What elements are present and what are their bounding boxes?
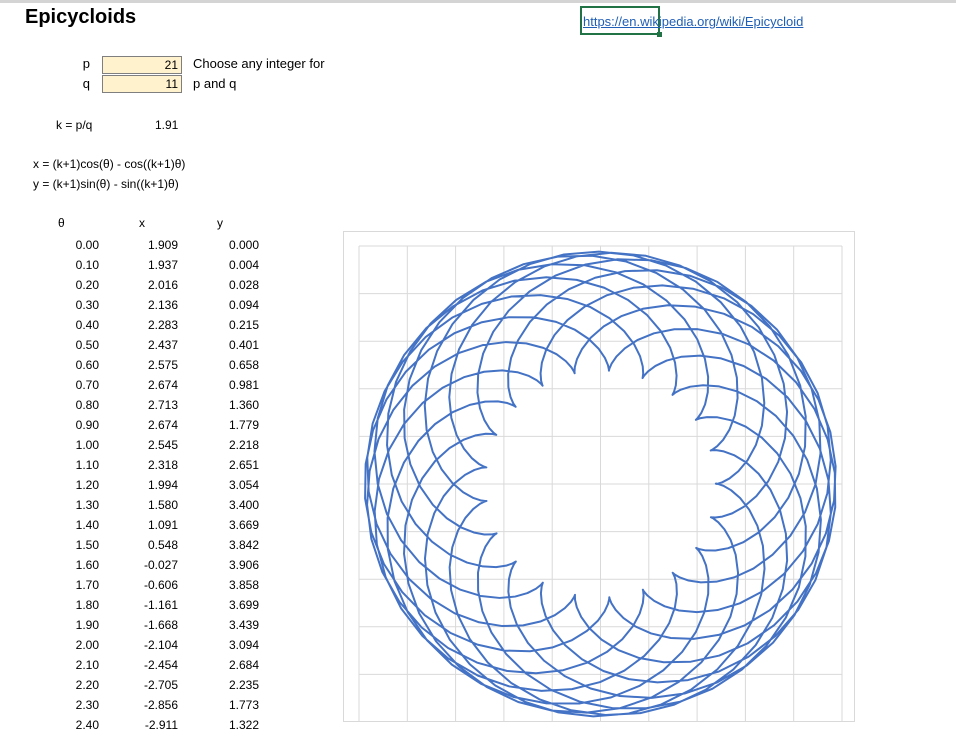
y-cell[interactable]: 2.235: [228, 678, 259, 692]
theta-cell[interactable]: 1.30: [75, 498, 99, 512]
x-cell[interactable]: -2.705: [143, 678, 178, 692]
epicycloid-series-line: [364, 250, 837, 718]
theta-cell[interactable]: 1.10: [75, 458, 99, 472]
k-value: 1.91: [155, 118, 179, 132]
y-cell[interactable]: 2.651: [228, 458, 259, 472]
x-cell[interactable]: 2.136: [147, 298, 178, 312]
theta-cell[interactable]: 2.10: [75, 658, 99, 672]
y-cell[interactable]: 3.439: [228, 618, 259, 632]
x-cell[interactable]: 1.580: [147, 498, 178, 512]
theta-cell[interactable]: 2.00: [75, 638, 99, 652]
note-line-1: Choose any integer for: [193, 56, 325, 71]
theta-cell[interactable]: 1.20: [75, 478, 99, 492]
epicycloid-chart: [358, 245, 843, 721]
y-cell[interactable]: 1.773: [228, 698, 259, 712]
y-cell[interactable]: 3.858: [228, 578, 259, 592]
x-cell[interactable]: 1.091: [147, 518, 178, 532]
y-cell[interactable]: 3.842: [228, 538, 259, 552]
theta-cell[interactable]: 1.60: [75, 558, 99, 572]
x-cell[interactable]: 2.016: [147, 278, 178, 292]
theta-cell[interactable]: 2.30: [75, 698, 99, 712]
y-cell[interactable]: 3.054: [228, 478, 259, 492]
selected-cell[interactable]: [580, 6, 660, 35]
theta-cell[interactable]: 0.80: [75, 398, 99, 412]
k-label: k = p/q: [56, 118, 93, 132]
y-cell[interactable]: 3.699: [228, 598, 259, 612]
x-cell[interactable]: 2.545: [147, 438, 178, 452]
x-cell[interactable]: 2.318: [147, 458, 178, 472]
theta-cell[interactable]: 0.00: [75, 238, 99, 252]
y-cell[interactable]: 0.028: [228, 278, 259, 292]
y-cell[interactable]: 3.400: [228, 498, 259, 512]
x-cell[interactable]: -2.454: [143, 658, 178, 672]
x-cell[interactable]: 2.575: [147, 358, 178, 372]
x-cell[interactable]: -0.606: [143, 578, 178, 592]
x-cell[interactable]: 2.713: [147, 398, 178, 412]
gridlines: [358, 245, 843, 721]
param-q-input[interactable]: 11: [102, 75, 182, 93]
theta-cell[interactable]: 1.40: [75, 518, 99, 532]
theta-cell[interactable]: 0.90: [75, 418, 99, 432]
chart-area[interactable]: [343, 231, 855, 722]
theta-cell[interactable]: 2.20: [75, 678, 99, 692]
x-cell[interactable]: 1.909: [147, 238, 178, 252]
param-q-label: q: [82, 76, 90, 91]
theta-cell[interactable]: 0.10: [75, 258, 99, 272]
y-cell[interactable]: 1.779: [228, 418, 259, 432]
formula-x: x = (k+1)cos(θ) - cos((k+1)θ): [33, 157, 186, 171]
param-p-input[interactable]: 21: [102, 56, 182, 74]
column-header-x: x: [139, 216, 145, 230]
theta-cell[interactable]: 2.40: [75, 718, 99, 732]
y-cell[interactable]: 3.906: [228, 558, 259, 572]
wikipedia-link[interactable]: https://en.wikipedia.org/wiki/Epicycloid: [583, 14, 804, 29]
theta-cell[interactable]: 0.70: [75, 378, 99, 392]
x-cell[interactable]: -2.856: [143, 698, 178, 712]
column-header-theta: θ: [58, 216, 65, 230]
theta-cell[interactable]: 0.30: [75, 298, 99, 312]
page-title: Epicycloids: [25, 6, 137, 28]
x-cell[interactable]: 0.548: [147, 538, 178, 552]
y-cell[interactable]: 0.215: [228, 318, 259, 332]
theta-cell[interactable]: 1.90: [75, 618, 99, 632]
x-cell[interactable]: -0.027: [143, 558, 178, 572]
fill-handle[interactable]: [657, 32, 662, 37]
y-cell[interactable]: 0.094: [228, 298, 259, 312]
x-cell[interactable]: 2.674: [147, 378, 178, 392]
x-cell[interactable]: 1.994: [147, 478, 178, 492]
theta-cell[interactable]: 0.50: [75, 338, 99, 352]
theta-cell[interactable]: 0.60: [75, 358, 99, 372]
theta-cell[interactable]: 1.70: [75, 578, 99, 592]
x-cell[interactable]: 2.674: [147, 418, 178, 432]
x-cell[interactable]: -2.911: [144, 718, 178, 732]
y-cell[interactable]: 2.218: [228, 438, 259, 452]
theta-cell[interactable]: 1.80: [75, 598, 99, 612]
y-cell[interactable]: 1.322: [228, 718, 259, 732]
y-cell[interactable]: 2.684: [228, 658, 259, 672]
y-cell[interactable]: 0.658: [228, 358, 259, 372]
y-cell[interactable]: 0.000: [228, 238, 259, 252]
y-cell[interactable]: 3.094: [228, 638, 259, 652]
y-cell[interactable]: 3.669: [228, 518, 259, 532]
x-cell[interactable]: 2.283: [147, 318, 178, 332]
x-cell[interactable]: -1.161: [143, 598, 178, 612]
theta-cell[interactable]: 0.20: [75, 278, 99, 292]
y-cell[interactable]: 0.401: [228, 338, 259, 352]
y-cell[interactable]: 0.004: [228, 258, 259, 272]
theta-cell[interactable]: 1.00: [75, 438, 99, 452]
formula-y: y = (k+1)sin(θ) - sin((k+1)θ): [33, 177, 179, 191]
column-header-y: y: [217, 216, 223, 230]
x-cell[interactable]: 2.437: [147, 338, 178, 352]
x-cell[interactable]: 1.937: [147, 258, 178, 272]
x-cell[interactable]: -1.668: [143, 618, 178, 632]
x-cell[interactable]: -2.104: [143, 638, 178, 652]
y-cell[interactable]: 1.360: [228, 398, 259, 412]
theta-cell[interactable]: 0.40: [75, 318, 99, 332]
note-line-2: p and q: [193, 76, 237, 91]
top-border: [0, 0, 956, 3]
param-p-label: p: [82, 56, 90, 71]
theta-cell[interactable]: 1.50: [75, 538, 99, 552]
y-cell[interactable]: 0.981: [228, 378, 259, 392]
